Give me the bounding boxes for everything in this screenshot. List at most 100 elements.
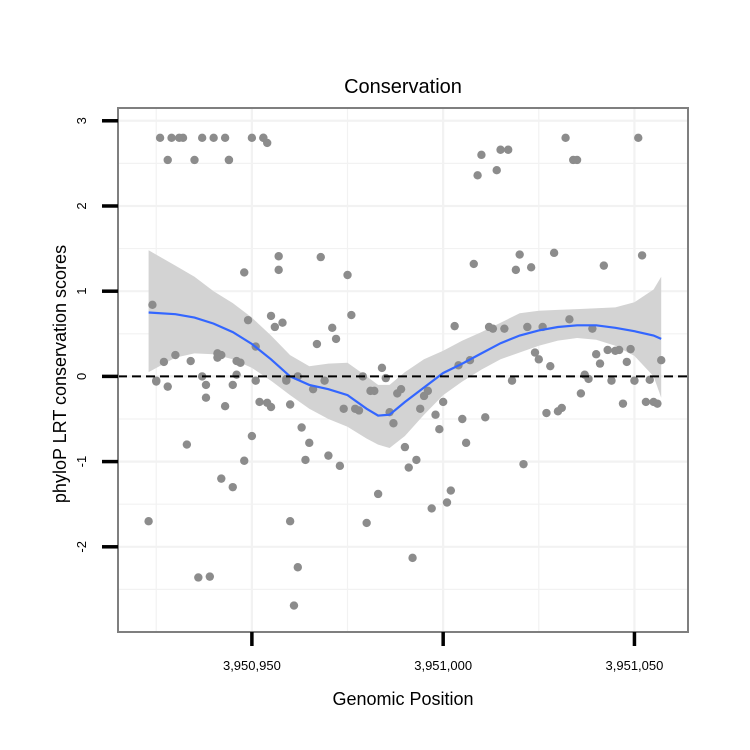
data-point xyxy=(266,402,276,412)
data-point xyxy=(148,300,157,310)
data-point xyxy=(220,133,230,143)
data-point xyxy=(588,324,597,333)
data-point xyxy=(515,250,524,259)
data-point xyxy=(324,451,333,460)
data-point xyxy=(626,344,635,354)
data-point xyxy=(354,406,364,415)
data-point xyxy=(152,377,161,386)
data-point xyxy=(614,345,624,355)
smooth-line-layer xyxy=(148,311,662,417)
data-point xyxy=(220,402,230,411)
data-point xyxy=(458,414,467,424)
data-point xyxy=(519,459,528,469)
data-point xyxy=(492,165,501,175)
y-axis-ticks: -2 -1 0 1 2 3 xyxy=(74,117,118,553)
x-tick-label: 3,951,000 xyxy=(414,658,472,673)
data-point xyxy=(236,358,245,367)
data-point xyxy=(328,323,337,333)
data-point xyxy=(469,259,478,269)
data-point xyxy=(557,403,566,413)
data-point xyxy=(603,345,612,355)
y-tick-label: 1 xyxy=(74,288,89,295)
data-point xyxy=(316,252,325,262)
data-point xyxy=(155,133,165,143)
data-point xyxy=(595,359,605,368)
data-point xyxy=(339,404,348,413)
data-point xyxy=(178,133,188,143)
data-point xyxy=(301,455,310,465)
data-point xyxy=(435,425,444,434)
data-point xyxy=(546,361,555,371)
data-point xyxy=(549,248,559,258)
data-point xyxy=(534,355,544,364)
x-axis-label: Genomic Position xyxy=(332,689,473,709)
panel-border xyxy=(117,107,689,633)
data-point xyxy=(400,442,410,452)
data-point xyxy=(542,408,551,418)
data-point xyxy=(381,373,390,383)
data-point xyxy=(163,382,172,391)
confidence-band xyxy=(148,250,662,448)
x-tick-label: 3,951,050 xyxy=(606,658,664,673)
data-point xyxy=(163,155,172,165)
data-point xyxy=(500,324,509,333)
data-point xyxy=(488,324,498,333)
data-point xyxy=(331,334,341,344)
data-point xyxy=(197,133,207,143)
y-axis-label: phyloP LRT conservation scores xyxy=(50,245,70,503)
plot-panel xyxy=(118,108,688,632)
smooth-line xyxy=(148,311,662,417)
data-point xyxy=(641,397,651,407)
data-point xyxy=(630,376,639,385)
data-point xyxy=(634,133,643,143)
data-point xyxy=(266,311,276,321)
data-point xyxy=(576,389,586,398)
data-point xyxy=(438,397,448,407)
data-point xyxy=(171,350,180,360)
data-point xyxy=(240,268,249,277)
data-point xyxy=(305,438,314,448)
data-point xyxy=(194,573,203,582)
data-point xyxy=(377,363,387,373)
data-point xyxy=(362,518,371,528)
data-point xyxy=(182,440,192,449)
data-point xyxy=(591,350,601,359)
data-point xyxy=(481,413,490,422)
data-point xyxy=(278,318,287,327)
data-point xyxy=(201,393,211,402)
data-point xyxy=(159,357,169,367)
chart-title: Conservation xyxy=(344,76,462,98)
data-point xyxy=(637,251,647,260)
data-point xyxy=(446,486,456,495)
data-point xyxy=(370,386,379,396)
data-point xyxy=(657,356,666,365)
y-tick-label: 3 xyxy=(74,117,89,124)
y-tick-label: -1 xyxy=(74,456,89,468)
data-point xyxy=(572,155,582,165)
data-point xyxy=(504,145,513,154)
data-point xyxy=(473,171,482,180)
data-point xyxy=(396,384,406,394)
data-point xyxy=(565,315,574,324)
data-point xyxy=(255,397,264,407)
data-point xyxy=(217,350,226,360)
y-tick-label: 2 xyxy=(74,202,89,209)
data-point xyxy=(274,252,283,261)
data-point xyxy=(274,265,283,275)
data-point xyxy=(144,517,153,526)
data-point xyxy=(511,265,521,275)
data-point xyxy=(190,155,199,165)
data-point xyxy=(247,133,257,143)
data-point xyxy=(427,504,436,513)
data-point xyxy=(496,145,505,154)
data-point xyxy=(526,263,536,272)
data-point xyxy=(240,456,249,465)
data-point xyxy=(599,261,609,270)
data-point xyxy=(523,322,532,332)
data-point xyxy=(404,463,413,472)
y-tick-label: -2 xyxy=(74,541,89,553)
data-point xyxy=(416,404,425,413)
data-point xyxy=(243,315,253,325)
data-point xyxy=(645,375,654,384)
